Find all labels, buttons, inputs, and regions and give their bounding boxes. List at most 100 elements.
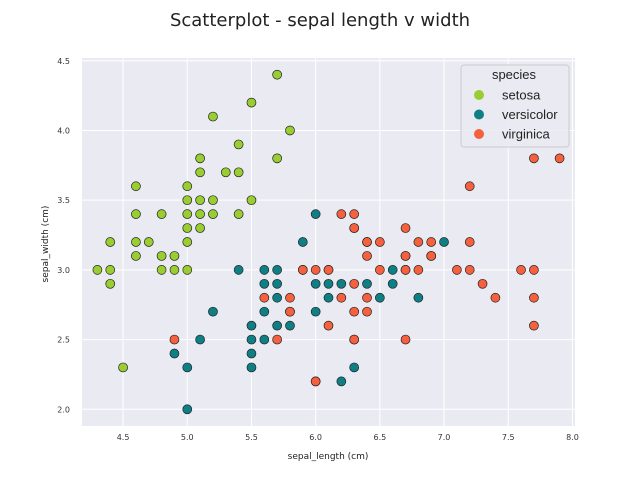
data-points	[92, 69, 565, 415]
data-point-versicolor	[387, 265, 398, 275]
data-point-setosa	[195, 195, 205, 206]
data-point-virginica	[323, 265, 334, 275]
data-point-virginica	[362, 306, 372, 317]
data-point-setosa	[105, 278, 116, 289]
data-point-setosa	[182, 181, 193, 192]
x-axis-label: sepal_length (cm)	[288, 452, 369, 462]
data-point-virginica	[362, 237, 372, 247]
data-point-versicolor	[195, 334, 205, 345]
data-point-versicolor	[310, 278, 321, 289]
data-point-virginica	[529, 292, 539, 303]
data-point-virginica	[285, 306, 295, 317]
data-point-versicolor	[323, 278, 334, 289]
legend-marker-versicolor	[474, 109, 484, 120]
data-point-versicolor	[208, 306, 218, 317]
data-point-virginica	[426, 251, 437, 261]
data-point-virginica	[529, 153, 539, 164]
data-point-versicolor	[259, 306, 270, 317]
data-point-virginica	[259, 292, 270, 303]
x-tick-label: 5.5	[245, 433, 258, 442]
y-axis-ticks: 2.0 2.5 3.0 3.5 4.0 4.5	[57, 57, 70, 414]
data-point-versicolor	[297, 237, 308, 247]
x-tick-label: 6.5	[373, 433, 386, 442]
data-point-virginica	[310, 376, 321, 387]
data-point-setosa	[118, 362, 128, 373]
x-tick-label: 5.0	[181, 433, 194, 442]
data-point-setosa	[246, 195, 257, 206]
data-point-versicolor	[323, 292, 334, 303]
data-point-virginica	[464, 265, 475, 275]
data-point-versicolor	[182, 404, 193, 415]
data-point-virginica	[272, 334, 282, 345]
data-point-setosa	[220, 167, 231, 178]
data-point-versicolor	[362, 278, 372, 289]
data-point-setosa	[156, 209, 167, 219]
legend-label-setosa: setosa	[502, 88, 541, 103]
x-tick-label: 7.5	[502, 433, 515, 442]
data-point-setosa	[143, 237, 154, 247]
data-point-virginica	[349, 334, 360, 345]
x-tick-label: 8.0	[566, 433, 579, 442]
data-point-virginica	[285, 292, 295, 303]
data-point-setosa	[182, 223, 193, 233]
data-point-virginica	[336, 292, 347, 303]
data-point-virginica	[169, 334, 180, 345]
data-point-virginica	[375, 265, 385, 275]
data-point-versicolor	[246, 320, 257, 331]
x-axis-ticks: 4.5 5.0 5.5 6.0 6.5 7.0 7.5 8.0	[117, 433, 579, 442]
data-point-virginica	[464, 237, 475, 247]
y-tick-label: 3.5	[57, 196, 70, 205]
data-point-setosa	[131, 181, 141, 192]
data-point-setosa	[246, 97, 257, 108]
data-point-setosa	[105, 265, 116, 275]
legend-marker-virginica	[474, 129, 484, 139]
data-point-setosa	[131, 209, 141, 219]
x-tick-label: 7.0	[438, 433, 451, 442]
data-point-virginica	[297, 265, 308, 275]
y-tick-label: 4.0	[57, 126, 70, 135]
data-point-virginica	[349, 209, 360, 219]
data-point-setosa	[131, 237, 141, 247]
data-point-virginica	[349, 223, 360, 233]
y-tick-label: 4.5	[57, 57, 70, 66]
data-point-setosa	[182, 209, 193, 219]
data-point-setosa	[92, 265, 103, 275]
x-tick-label: 6.0	[309, 433, 322, 442]
data-point-virginica	[516, 265, 526, 275]
data-point-versicolor	[259, 265, 270, 275]
data-point-setosa	[105, 237, 116, 247]
data-point-virginica	[490, 292, 501, 303]
data-point-setosa	[195, 167, 205, 178]
data-point-versicolor	[310, 306, 321, 317]
series-setosa	[92, 69, 295, 373]
data-point-setosa	[131, 251, 141, 261]
data-point-versicolor	[259, 278, 270, 289]
data-point-virginica	[529, 265, 539, 275]
y-tick-label: 3.0	[57, 266, 70, 275]
data-point-versicolor	[259, 334, 270, 345]
data-point-virginica	[400, 334, 411, 345]
data-point-versicolor	[169, 348, 180, 359]
data-point-setosa	[195, 153, 205, 164]
data-point-versicolor	[310, 209, 321, 219]
legend-label-versicolor: versicolor	[502, 107, 558, 122]
y-axis-label: sepal_width (cm)	[41, 206, 51, 283]
data-point-versicolor	[387, 278, 398, 289]
data-point-virginica	[400, 223, 411, 233]
data-point-virginica	[554, 153, 565, 164]
data-point-virginica	[477, 278, 488, 289]
data-point-setosa	[233, 167, 244, 178]
y-tick-label: 2.5	[57, 336, 70, 345]
data-point-virginica	[400, 251, 411, 261]
data-point-setosa	[195, 209, 205, 219]
data-point-virginica	[529, 320, 539, 331]
data-point-setosa	[182, 265, 193, 275]
data-point-virginica	[464, 181, 475, 192]
legend-title: species	[492, 67, 537, 82]
x-tick-label: 4.5	[117, 433, 130, 442]
data-point-versicolor	[182, 362, 193, 373]
data-point-versicolor	[285, 320, 295, 331]
data-point-versicolor	[375, 292, 385, 303]
data-point-setosa	[208, 111, 218, 122]
data-point-virginica	[426, 237, 437, 247]
